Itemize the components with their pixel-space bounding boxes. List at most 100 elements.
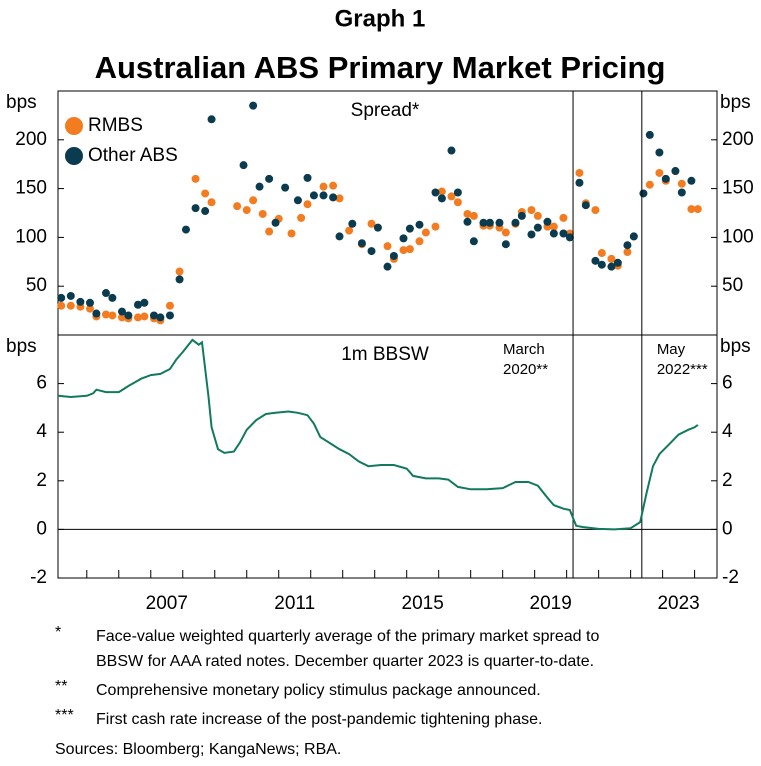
point (66, 301, 75, 310)
y-axis-label: bps (6, 336, 37, 357)
y-tick-label: 0 (36, 518, 47, 539)
chart-title: Australian ABS Primary Market Pricing (95, 50, 666, 85)
point (597, 260, 606, 269)
point (383, 242, 392, 251)
point (242, 206, 251, 215)
y-axis-label-right: bps (720, 336, 751, 357)
point (687, 205, 696, 214)
point (76, 297, 85, 306)
point (575, 168, 584, 177)
point (140, 312, 149, 321)
event-label: 2022*** (657, 361, 708, 378)
point (233, 202, 242, 211)
point (149, 311, 158, 320)
point (629, 232, 638, 241)
footnote-text: First cash rate increase of the post-pan… (96, 711, 542, 728)
footnote-text: Face-value weighted quarterly average of… (96, 628, 599, 645)
point (677, 179, 686, 188)
sources: Sources: Bloomberg; KangaNews; RBA. (55, 741, 341, 758)
x-tick-label: 2007 (146, 593, 188, 614)
point (533, 211, 542, 220)
point (255, 182, 264, 191)
point (607, 262, 616, 271)
point (175, 267, 184, 276)
point (258, 209, 267, 218)
point (549, 222, 558, 231)
panel-title: Spread* (351, 100, 420, 121)
x-tick-label: 2015 (402, 593, 444, 614)
panel-title: 1m BBSW (341, 344, 429, 365)
point (581, 201, 590, 210)
y-tick-label-right: 4 (722, 421, 733, 442)
point (623, 241, 632, 250)
point (453, 198, 462, 207)
point (559, 229, 568, 238)
point (367, 247, 376, 256)
point (207, 115, 216, 124)
panel-frame (57, 90, 718, 336)
point (559, 213, 568, 222)
y-tick-label: 2 (36, 470, 47, 491)
footnote-text: BBSW for AAA rated notes. December quart… (96, 653, 594, 670)
point (373, 223, 382, 232)
point (117, 307, 126, 316)
point (367, 219, 376, 228)
point (677, 188, 686, 197)
point (303, 200, 312, 209)
point (463, 217, 472, 226)
y-tick-label-right: 50 (722, 275, 743, 296)
y-tick-label: 4 (36, 421, 47, 442)
footnote-marker: * (55, 624, 61, 641)
point (165, 311, 174, 320)
y-tick-label-right: 200 (722, 129, 754, 150)
panel-frame (57, 334, 718, 579)
point (191, 204, 200, 213)
point (405, 224, 414, 233)
point (501, 228, 510, 237)
point (329, 181, 338, 190)
y-tick-label: -2 (30, 567, 47, 588)
point (57, 293, 66, 302)
point (319, 182, 328, 191)
point (133, 300, 142, 309)
point (575, 178, 584, 187)
point (309, 191, 318, 200)
line (57, 338, 699, 531)
point (655, 148, 664, 157)
point (265, 174, 274, 183)
point (495, 218, 504, 227)
x-tick-label: 2023 (657, 593, 699, 614)
point (623, 248, 632, 257)
point (469, 237, 478, 246)
point (303, 173, 312, 182)
point (383, 262, 392, 271)
point (101, 310, 110, 319)
point (501, 240, 510, 249)
point (124, 311, 133, 320)
point (405, 245, 414, 254)
y-tick-label-right: 150 (722, 178, 754, 199)
legend-marker (65, 147, 83, 165)
point (335, 194, 344, 203)
point (415, 237, 424, 246)
point (453, 188, 462, 197)
point (415, 220, 424, 229)
point (549, 229, 558, 238)
point (281, 183, 290, 192)
point (661, 174, 670, 183)
point (85, 298, 94, 307)
point (335, 232, 344, 241)
point (463, 209, 472, 218)
point (191, 174, 200, 183)
point (437, 187, 446, 196)
y-tick-label: 50 (26, 275, 47, 296)
point (639, 189, 648, 198)
point (655, 168, 664, 177)
point (671, 167, 680, 176)
y-tick-label: 100 (15, 226, 47, 247)
footnote-marker: *** (55, 707, 74, 724)
event-label: March (503, 341, 545, 358)
point (181, 225, 190, 234)
point (565, 233, 574, 242)
footnote-marker: ** (55, 678, 67, 695)
